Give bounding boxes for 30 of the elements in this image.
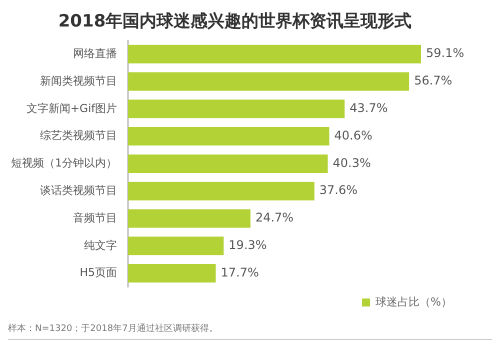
bar	[128, 100, 345, 118]
bar	[128, 44, 421, 64]
y-tick-label: 综艺类视频节目	[40, 129, 117, 142]
data-label: 59.1%	[426, 46, 464, 60]
bar	[128, 264, 216, 283]
y-tick-label: 新闻类视频节目	[40, 74, 117, 88]
data-label: 37.6%	[319, 183, 358, 198]
bar	[128, 182, 314, 200]
y-tick-label: 音频节目	[73, 211, 117, 224]
bar	[128, 236, 224, 256]
y-tick-label: 网络直播	[73, 46, 117, 60]
text: 样本：N=1320；于2018年7月通过社区调研获得。	[8, 322, 492, 340]
data-label: 56.7%	[414, 74, 452, 88]
bar	[128, 127, 330, 146]
data-label: 40.3%	[332, 156, 371, 170]
bar	[128, 154, 328, 173]
y-tick-label: 文字新闻+Gif图片	[26, 102, 117, 115]
chart-title: 2018年国内球迷感兴趣的世界杯资讯呈现形式	[58, 12, 412, 32]
y-tick-label: 谈话类视频节目	[40, 184, 117, 197]
data-label: 19.3%	[228, 238, 267, 252]
y-tick-label: 纯文字	[84, 238, 117, 252]
data-label: 43.7%	[350, 101, 388, 116]
y-tick-label: H5页面	[80, 266, 117, 280]
y-tick-label: 短视频（1分钟以内）	[11, 156, 117, 170]
data-label: 17.7%	[220, 265, 259, 280]
data-label: 24.7%	[255, 210, 294, 225]
bar	[128, 72, 410, 91]
legend-label: 球迷占比（%）	[376, 295, 452, 308]
bar	[128, 209, 250, 228]
data-label: 40.6%	[334, 128, 372, 142]
